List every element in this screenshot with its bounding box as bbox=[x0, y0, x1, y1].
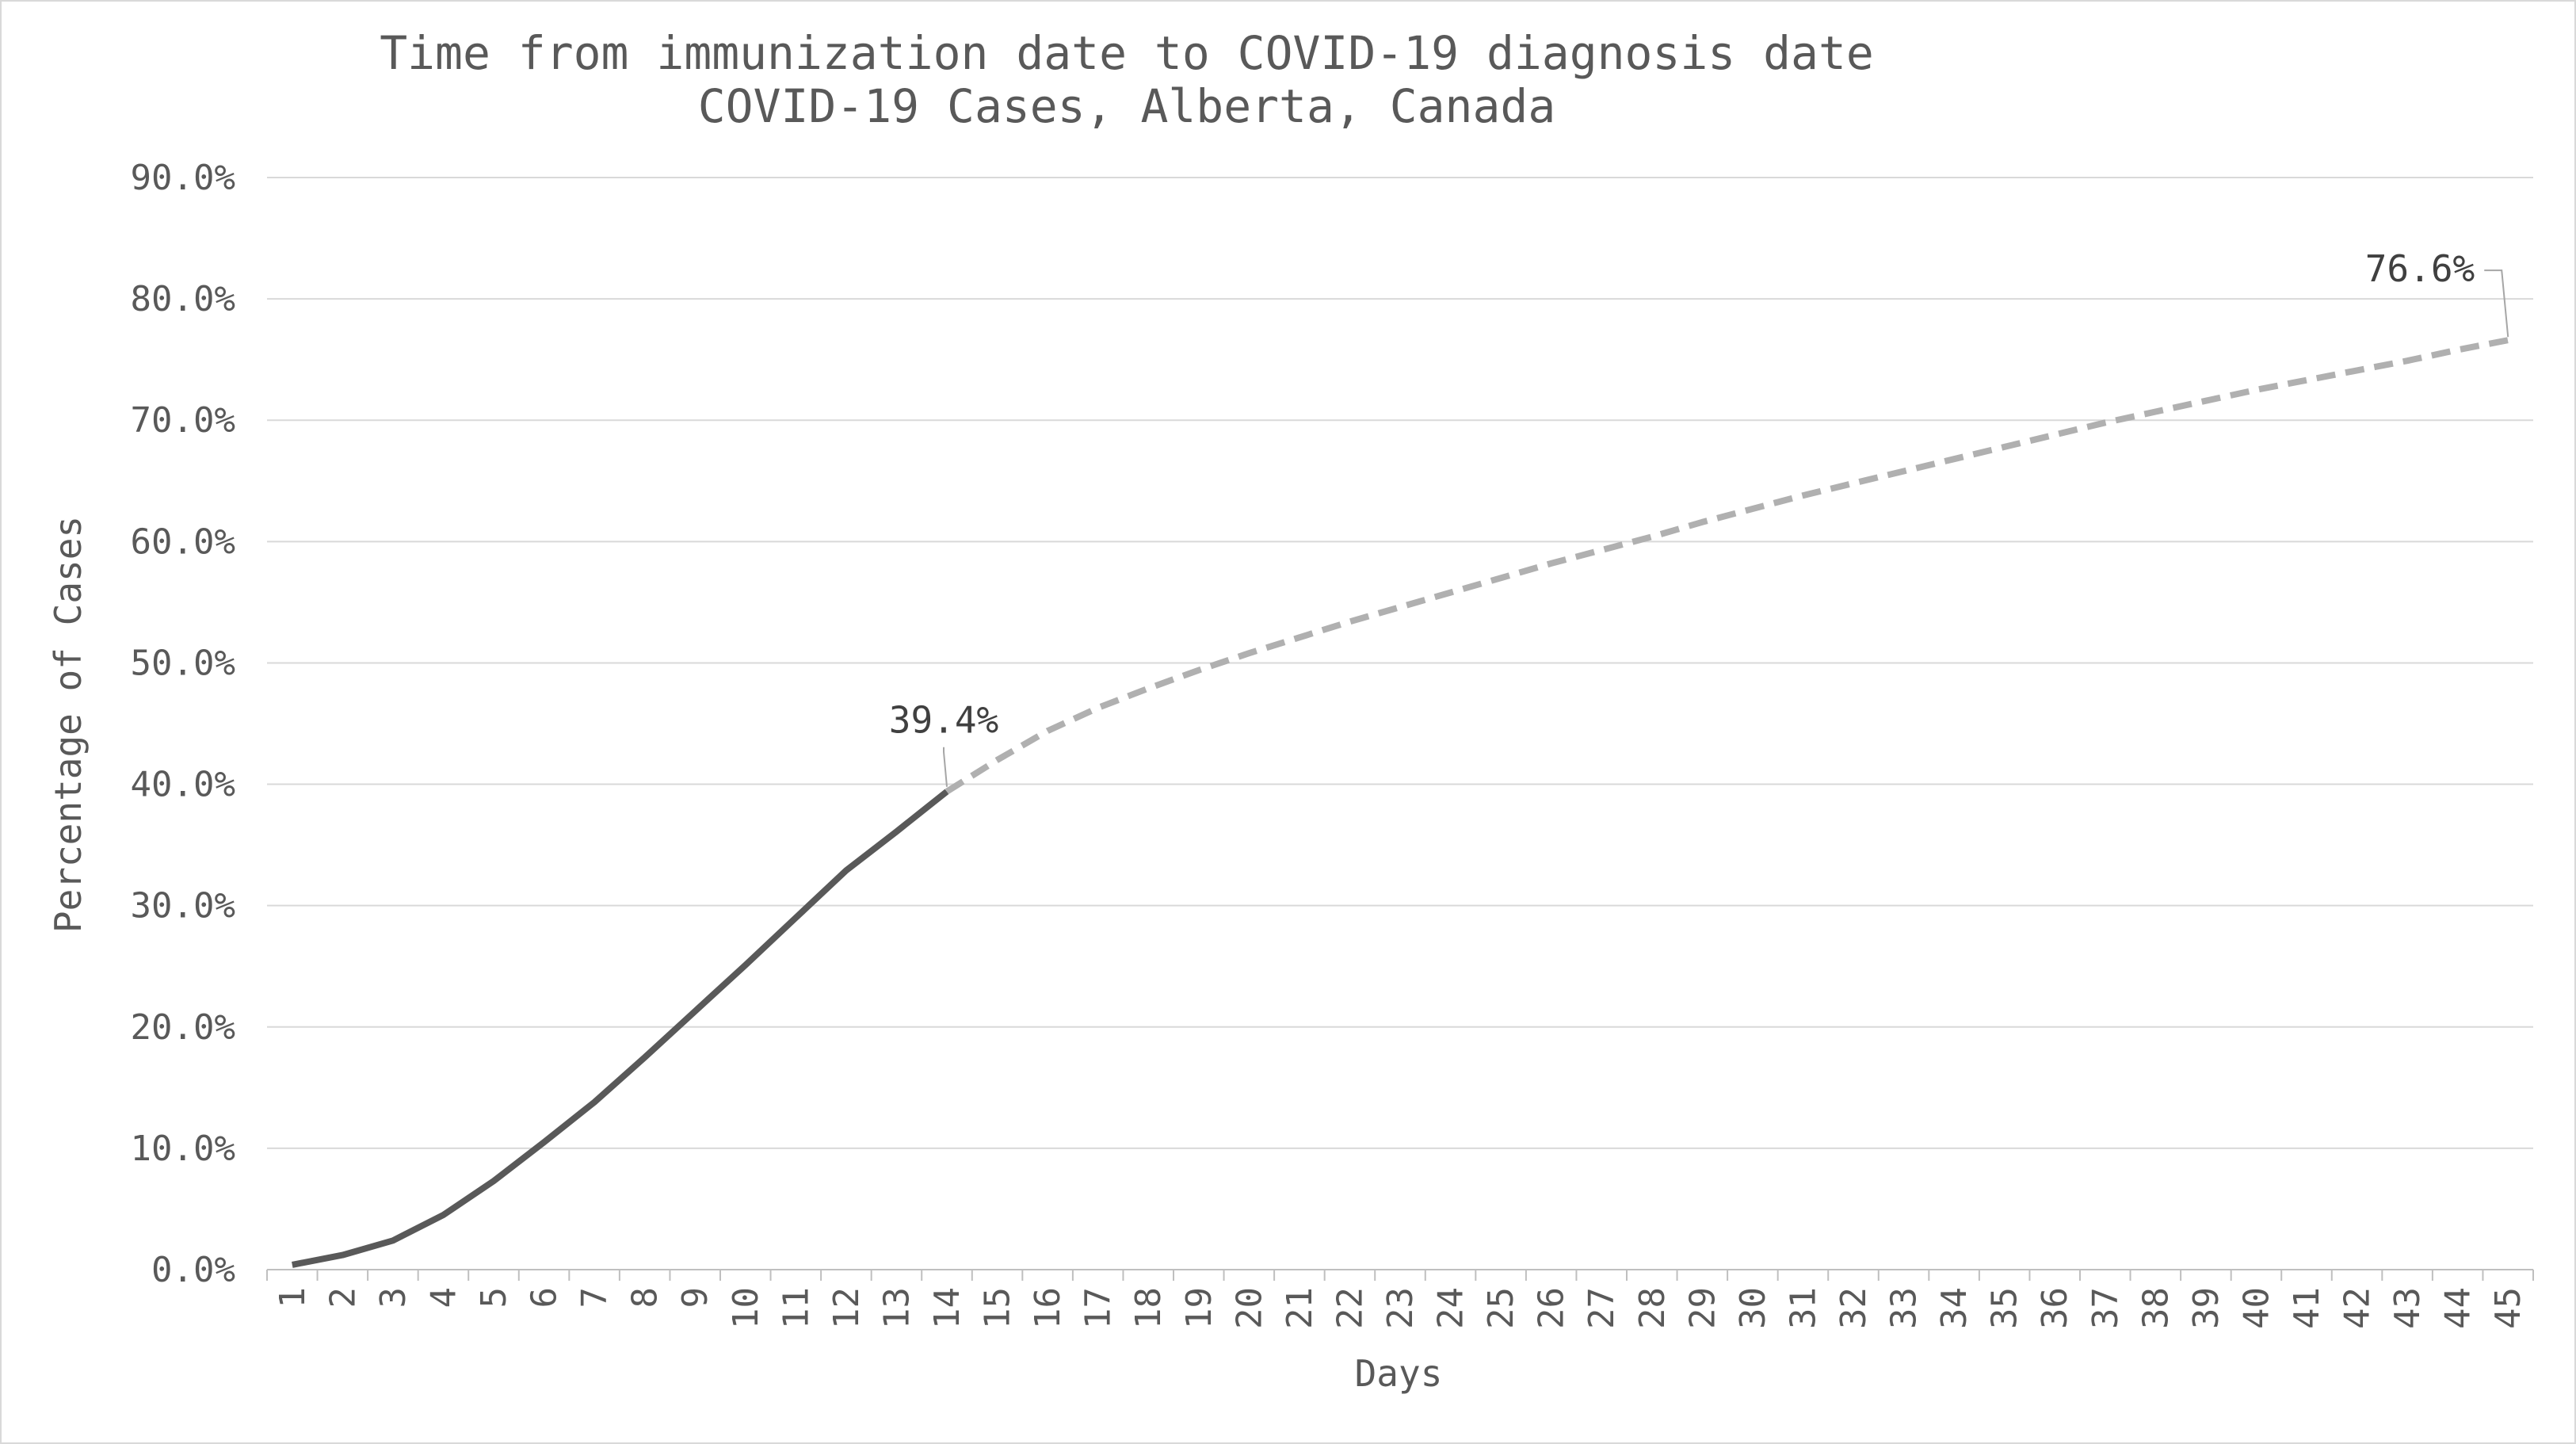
y-tick-label: 50.0% bbox=[131, 643, 235, 683]
x-tick-label: 21 bbox=[1280, 1287, 1320, 1329]
series-line-solid bbox=[292, 789, 949, 1268]
x-tick-label: 44 bbox=[2438, 1287, 2479, 1329]
data-label: 76.6% bbox=[2365, 247, 2475, 290]
x-tick-label: 20 bbox=[1229, 1287, 1269, 1329]
x-tick-label: 38 bbox=[2135, 1287, 2176, 1329]
x-tick-label: 11 bbox=[776, 1287, 816, 1329]
x-tick-label: 41 bbox=[2287, 1287, 2327, 1329]
x-tick-label: 40 bbox=[2236, 1287, 2276, 1329]
x-tick-label: 36 bbox=[2035, 1287, 2075, 1329]
data-labels: 39.4% 76.6% bbox=[889, 247, 2509, 787]
y-axis-tick-labels: 0.0% 10.0% 20.0% 30.0% 40.0% 50.0% 60.0% 70.0% 8… bbox=[131, 158, 235, 1290]
x-tick-label: 2 bbox=[322, 1287, 363, 1308]
y-tick-label: 10.0% bbox=[131, 1129, 235, 1169]
x-tick-label: 25 bbox=[1481, 1287, 1521, 1329]
x-tick-label: 26 bbox=[1532, 1287, 1572, 1329]
x-tick-label: 33 bbox=[1884, 1287, 1925, 1329]
x-tick-label: 31 bbox=[1783, 1287, 1823, 1329]
y-tick-label: 20.0% bbox=[131, 1007, 235, 1048]
y-tick-label: 0.0% bbox=[151, 1250, 235, 1290]
x-tick-label: 27 bbox=[1582, 1287, 1622, 1329]
x-tick-label: 6 bbox=[525, 1287, 565, 1308]
y-axis-title: Percentage of Cases bbox=[47, 516, 90, 933]
x-tick-label: 10 bbox=[726, 1287, 766, 1329]
x-tick-label: 12 bbox=[826, 1287, 867, 1329]
x-tick-label: 32 bbox=[1834, 1287, 1874, 1329]
x-tick-label: 45 bbox=[2488, 1287, 2528, 1329]
data-label-leader bbox=[943, 747, 948, 787]
chart-title: Time from immunization date to COVID-19 … bbox=[380, 26, 1874, 80]
x-tick-label: 43 bbox=[2387, 1287, 2428, 1329]
series-lines bbox=[292, 337, 2509, 1268]
x-tick-label: 5 bbox=[474, 1287, 514, 1308]
y-tick-label: 60.0% bbox=[131, 521, 235, 562]
x-tick-label: 29 bbox=[1682, 1287, 1723, 1329]
x-tick-label: 9 bbox=[675, 1287, 716, 1308]
y-tick-label: 30.0% bbox=[131, 886, 235, 926]
x-axis: 1 2 3 4 5 6 7 8 9 10 11 12 13 14 15 16 17 18 19 20 21 22 23 24 2… bbox=[266, 1270, 2534, 1329]
x-tick-label: 8 bbox=[625, 1287, 666, 1308]
data-label-leader bbox=[2484, 269, 2509, 338]
y-tick-label: 90.0% bbox=[131, 158, 235, 198]
x-tick-label: 28 bbox=[1632, 1287, 1673, 1329]
x-tick-label: 39 bbox=[2186, 1287, 2227, 1329]
x-tick-label: 30 bbox=[1733, 1287, 1773, 1329]
x-tick-label: 3 bbox=[373, 1287, 414, 1308]
x-tick-label: 15 bbox=[978, 1287, 1018, 1329]
x-tick-label: 18 bbox=[1128, 1287, 1169, 1329]
x-tick-label: 13 bbox=[876, 1287, 917, 1329]
gridlines bbox=[267, 177, 2533, 1270]
chart-subtitle: COVID-19 Cases, Alberta, Canada bbox=[698, 79, 1556, 133]
y-tick-label: 80.0% bbox=[131, 279, 235, 319]
x-tick-label: 35 bbox=[1985, 1287, 2025, 1329]
x-tick-label: 7 bbox=[574, 1287, 615, 1308]
x-tick-label: 22 bbox=[1330, 1287, 1370, 1329]
x-tick-label: 23 bbox=[1380, 1287, 1421, 1329]
x-tick-label: 4 bbox=[423, 1287, 464, 1308]
x-tick-label: 17 bbox=[1078, 1287, 1119, 1329]
y-tick-label: 70.0% bbox=[131, 400, 235, 441]
x-tick-label: 16 bbox=[1028, 1287, 1068, 1329]
series-line-dashed bbox=[945, 337, 2509, 795]
x-tick-label: 24 bbox=[1431, 1287, 1471, 1329]
y-tick-label: 40.0% bbox=[131, 765, 235, 805]
x-tick-label: 19 bbox=[1179, 1287, 1219, 1329]
x-tick-label: 34 bbox=[1934, 1287, 1975, 1329]
x-tick-label: 37 bbox=[2086, 1287, 2126, 1329]
data-label: 39.4% bbox=[889, 699, 998, 742]
x-tick-label: 14 bbox=[927, 1287, 967, 1329]
x-tick-label: 1 bbox=[273, 1287, 313, 1308]
x-tick-label: 42 bbox=[2337, 1287, 2378, 1329]
x-axis-title: Days bbox=[1355, 1352, 1443, 1395]
